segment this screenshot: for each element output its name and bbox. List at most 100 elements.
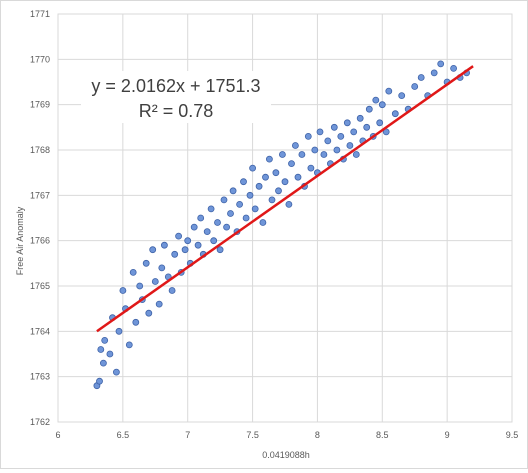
scatter-point [132, 318, 140, 326]
x-tick-label: 7 [185, 430, 190, 440]
scatter-point [251, 205, 259, 213]
y-axis-ticks: 1762 1763 1764 1765 1766 1767 1768 1769 1770 1771 [30, 9, 50, 427]
y-axis-title: Free Air Anomaly [15, 206, 25, 275]
scatter-point [197, 214, 205, 222]
scatter-point [285, 200, 293, 208]
scatter-point [125, 341, 133, 349]
scatter-point [160, 241, 168, 249]
y-tick-label: 1770 [30, 54, 50, 64]
scatter-point [337, 132, 345, 140]
y-tick-label: 1765 [30, 281, 50, 291]
x-tick-label: 6 [55, 430, 60, 440]
y-tick-label: 1766 [30, 236, 50, 246]
scatter-point [346, 142, 354, 149]
scatter-point [272, 169, 280, 177]
scatter-point [246, 191, 254, 199]
y-tick-label: 1767 [30, 190, 50, 200]
scatter-point [97, 346, 105, 353]
scatter-point [223, 223, 231, 231]
scatter-point [365, 105, 373, 113]
scatter-point [356, 114, 364, 122]
x-tick-label: 9.5 [506, 430, 519, 440]
scatter-point [171, 250, 179, 258]
scatter-point [181, 246, 189, 254]
y-tick-label: 1769 [30, 100, 50, 110]
scatter-point [411, 83, 419, 90]
scatter-point [288, 160, 295, 168]
scatter-point [275, 187, 282, 195]
scatter-point [210, 237, 218, 245]
scatter-point [136, 282, 144, 290]
scatter-point [149, 246, 157, 254]
scatter-point [168, 287, 176, 294]
trendline-equation: y = 2.0162x + 1751.3 [91, 76, 260, 96]
scatter-point [330, 123, 338, 131]
scatter-point [119, 287, 127, 294]
scatter-point [216, 246, 224, 254]
scatter-point [229, 187, 237, 195]
y-tick-label: 1764 [30, 326, 50, 336]
scatter-point [220, 196, 228, 204]
equation-box [81, 71, 271, 123]
x-axis-title: 0.0419088h [262, 450, 310, 460]
scatter-point [281, 178, 289, 186]
scatter-point [320, 151, 328, 158]
scatter-point [278, 151, 286, 158]
scatter-point [430, 69, 438, 77]
scatter-point [145, 309, 153, 317]
scatter-point [155, 300, 163, 308]
scatter-point [101, 336, 109, 344]
scatter-point [324, 137, 332, 145]
scatter-point [106, 350, 114, 358]
scatter-point [262, 173, 269, 181]
trendline-r-squared: R² = 0.78 [139, 101, 214, 121]
x-tick-label: 7.5 [246, 430, 259, 440]
scatter-point [129, 268, 137, 276]
scatter-point [294, 173, 302, 181]
scatter-point [227, 210, 234, 217]
trendline [96, 65, 474, 333]
y-tick-label: 1762 [30, 417, 50, 427]
y-tick-label: 1763 [30, 372, 50, 382]
scatter-point [151, 278, 159, 285]
plot-frame [57, 13, 513, 423]
scatter-point [115, 327, 123, 335]
scatter-point [242, 214, 250, 222]
scatter-point [304, 132, 312, 140]
scatter-point [311, 146, 319, 154]
data-points [93, 60, 471, 390]
scatter-point [391, 110, 399, 118]
y-tick-label: 1771 [30, 9, 50, 19]
scatter-point [194, 241, 202, 249]
scatter-point [236, 200, 244, 208]
scatter-point [268, 196, 276, 204]
scatter-point [240, 178, 247, 186]
scatter-point [214, 219, 221, 226]
scatter-point [343, 119, 351, 127]
x-tick-label: 8.5 [376, 430, 389, 440]
scatter-point [316, 128, 324, 136]
scatter-point [175, 232, 183, 240]
scatter-point [96, 377, 103, 385]
scatter-point [207, 205, 215, 213]
scatter-point [372, 96, 380, 104]
scatter-point [333, 146, 341, 154]
scatter-point [378, 101, 386, 109]
scatter-point [259, 219, 267, 226]
scatter-point [291, 142, 299, 149]
scatter-point [398, 92, 406, 99]
scatter-point [352, 151, 360, 158]
scatter-point [450, 65, 458, 72]
scatter-point [158, 264, 166, 272]
scatter-point [437, 60, 445, 68]
y-tick-label: 1768 [30, 145, 50, 155]
scatter-point [417, 74, 425, 81]
scatter-point [203, 228, 211, 236]
scatter-point [376, 119, 384, 127]
scatter-point [190, 223, 198, 231]
scatter-point [142, 259, 150, 267]
scatter-point [184, 237, 192, 245]
x-tick-label: 6.5 [117, 430, 130, 440]
